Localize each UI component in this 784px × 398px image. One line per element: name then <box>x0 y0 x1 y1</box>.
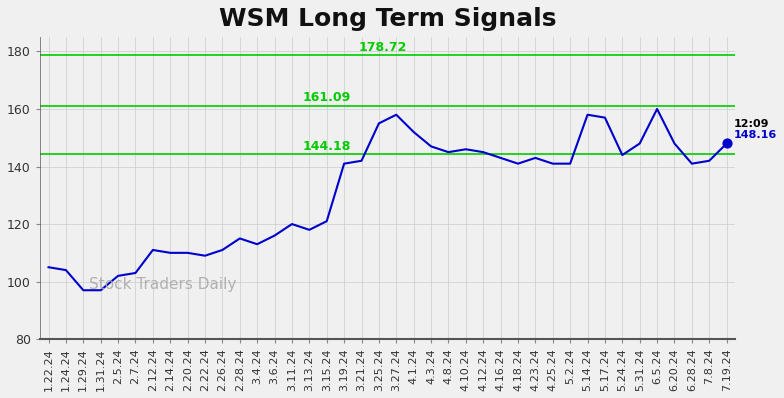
Text: 161.09: 161.09 <box>303 92 351 104</box>
Text: 12:09: 12:09 <box>734 119 769 129</box>
Point <box>720 140 733 146</box>
Text: 144.18: 144.18 <box>303 140 351 153</box>
Text: Stock Traders Daily: Stock Traders Daily <box>89 277 236 292</box>
Text: 148.16: 148.16 <box>734 130 777 140</box>
Text: 178.72: 178.72 <box>358 41 407 54</box>
Title: WSM Long Term Signals: WSM Long Term Signals <box>219 7 557 31</box>
